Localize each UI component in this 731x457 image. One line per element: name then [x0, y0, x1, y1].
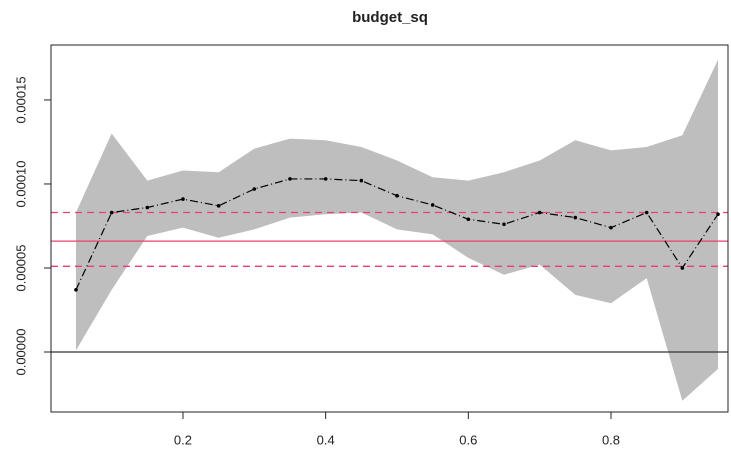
- estimate-point: [252, 187, 257, 191]
- estimate-point: [680, 266, 685, 270]
- x-tick-label: 0.6: [459, 432, 477, 447]
- y-tick-label: 0.00015: [13, 76, 28, 123]
- estimate-point: [395, 193, 399, 198]
- estimate-point: [502, 222, 506, 227]
- estimate-point: [644, 210, 649, 215]
- estimate-point: [537, 210, 542, 215]
- estimate-point: [573, 215, 578, 220]
- estimate-point: [323, 177, 328, 181]
- chart-title: budget_sq: [352, 9, 428, 26]
- x-tick-label: 0.8: [602, 432, 620, 447]
- estimate-point: [430, 203, 435, 207]
- estimate-point: [109, 210, 114, 215]
- y-tick-label: 0.00005: [13, 244, 28, 291]
- confidence-band: [75, 59, 719, 401]
- x-tick-label: 0.4: [317, 432, 335, 447]
- plot-frame: [50, 44, 729, 413]
- estimate-point: [716, 212, 720, 217]
- estimate-point: [216, 204, 221, 208]
- estimate-point: [74, 288, 78, 292]
- estimate-point: [288, 177, 292, 181]
- estimate-point: [145, 205, 150, 210]
- estimate-point: [359, 178, 364, 183]
- estimate-point: [609, 225, 613, 230]
- estimate-point: [181, 197, 185, 201]
- y-tick-label: 0.00000: [13, 329, 28, 376]
- estimate-point: [466, 217, 471, 222]
- x-tick-label: 0.2: [174, 432, 192, 447]
- y-tick-label: 0.00010: [13, 160, 28, 207]
